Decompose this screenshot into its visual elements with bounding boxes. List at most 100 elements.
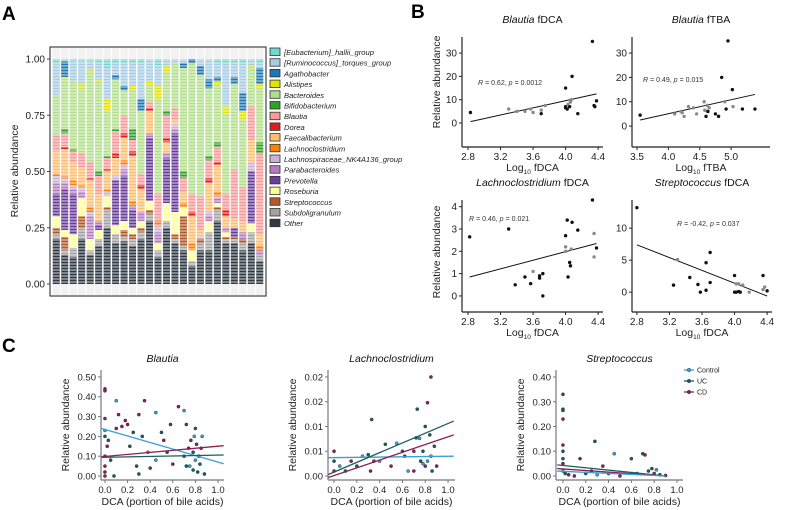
bar-segment-roseburia	[69, 234, 77, 248]
legend-label: UC	[697, 379, 707, 386]
data-point	[523, 275, 527, 279]
bar-segment-subdoligranulum	[179, 245, 187, 251]
data-point	[528, 281, 533, 286]
bar-segment-eubacteriumhalliigroup	[222, 59, 230, 64]
y-tick-label: 10	[616, 97, 628, 108]
legend-label: Subdoligranulum	[284, 209, 341, 218]
title-genus: Blautia	[672, 14, 704, 26]
data-point	[383, 442, 388, 447]
y-tick-label: 0.30	[533, 397, 552, 408]
legend-swatch	[269, 208, 281, 217]
bar-segment-agathobacter	[188, 59, 196, 64]
legend-label: [Ruminococcus]_torques_group	[283, 59, 391, 68]
bar-segment-ruminococcustorquesgroup	[196, 59, 204, 66]
bar-sample	[213, 59, 221, 284]
bar-segment-blautia	[137, 173, 145, 185]
data-point	[112, 474, 116, 478]
data-point	[713, 112, 718, 116]
data-point	[537, 276, 542, 280]
panel-c-group-legend: Control UC CD	[684, 368, 720, 397]
legend-label: Alistipes	[283, 80, 312, 89]
bar-segment-other	[103, 227, 111, 284]
bar-segment-ruminococcustorquesgroup	[52, 63, 60, 95]
data-point	[148, 466, 152, 470]
bar-segment-roseburia	[171, 212, 179, 235]
y-tick-label: 0	[451, 118, 457, 129]
bar-segment-subdoligranulum	[86, 250, 94, 255]
bar-sample	[95, 59, 103, 284]
bar-segment-dorea	[146, 108, 154, 111]
bar-segment-bifidobacterium	[162, 110, 170, 116]
data-point	[594, 246, 599, 250]
panel-a-y-axis-label: Relative abundance	[9, 124, 21, 217]
data-point	[570, 220, 574, 225]
y-tick-label: 10	[446, 95, 458, 106]
scatter-c1: 0.0 0.2 0.4 0.6 0.8 1.0 0.00 0.10 0.20 0.30 0.40 0.…	[60, 353, 225, 508]
data-point	[694, 112, 699, 116]
bar-segment-prevotella	[69, 194, 77, 235]
bar-segment-subdoligranulum	[247, 232, 255, 244]
bar-segment-bacteroides	[78, 88, 86, 154]
data-point	[421, 449, 425, 454]
bar-segment-ruminococcustorquesgroup	[222, 63, 230, 107]
regression-line	[469, 243, 597, 278]
bar-segment-bifidobacterium	[256, 142, 264, 154]
x-label-log: Log	[506, 162, 524, 174]
bar-segment-eubacteriumhalliigroup	[129, 59, 137, 64]
data-point	[688, 275, 692, 280]
bar-segment-eubacteriumhalliigroup	[112, 59, 120, 64]
data-point	[698, 290, 703, 294]
data-point	[349, 459, 353, 463]
bar-segment-blautia	[78, 153, 86, 167]
data-point	[114, 426, 119, 431]
bar-segment-bacteroides	[256, 88, 264, 143]
data-point	[568, 264, 573, 268]
bar-sample	[256, 59, 264, 284]
data-point	[595, 472, 599, 477]
x-axis-label: DCA (portion of bile acids)	[559, 496, 681, 508]
data-point	[740, 107, 745, 111]
bar-segment-other	[86, 254, 94, 284]
bar-segment-lachnoclostridium	[120, 160, 128, 165]
bar-segment-subdoligranulum	[146, 214, 154, 221]
bar-segment-blautia	[120, 115, 128, 134]
legend-swatch	[269, 122, 281, 131]
x-label-variable: fDCA	[534, 327, 559, 339]
bar-segment-ruminococcustorquesgroup	[179, 59, 187, 64]
correlation-stats: R = -0.42, p = 0.037	[677, 221, 740, 228]
x-tick-label: 0.6	[396, 485, 409, 496]
data-point	[192, 434, 197, 439]
data-point	[369, 417, 374, 422]
bar-segment-alistipes	[222, 106, 230, 113]
bar-segment-streptococcus	[222, 236, 230, 239]
data-point	[565, 107, 569, 111]
data-point	[612, 451, 617, 456]
data-point	[592, 255, 596, 259]
bar-segment-alistipes	[256, 83, 264, 89]
title-genus: Blautia	[146, 353, 178, 365]
bar-sample	[112, 59, 120, 284]
data-point	[703, 108, 707, 112]
x-tick-label: 0.4	[144, 485, 157, 496]
r-label: R	[469, 216, 474, 223]
bar-segment-prevotella	[52, 194, 60, 217]
p-label: p	[508, 80, 513, 87]
legend-label: Lachnoclostridium	[284, 144, 345, 153]
bar-sample	[222, 59, 230, 284]
data-point	[731, 104, 735, 109]
x-tick-label: 4.4	[591, 317, 605, 328]
bar-segment-blautia	[61, 133, 69, 147]
bar-segment-alistipes	[247, 65, 255, 68]
legend-swatch	[269, 197, 281, 206]
x-tick-label: 3.2	[494, 317, 508, 328]
bar-segment-bacteroides	[137, 110, 145, 174]
bar-segment-subdoligranulum	[137, 232, 145, 239]
bar-segment-bacteroides	[205, 88, 213, 156]
y-tick-label: 0	[451, 291, 457, 302]
data-point	[108, 458, 113, 462]
data-point	[191, 468, 195, 472]
bar-segment-blautia	[52, 135, 60, 152]
title-suffix: fDCA	[538, 14, 563, 26]
bar-segment-lachnospiraceaenk4a136group	[86, 212, 94, 217]
data-point	[594, 99, 599, 103]
